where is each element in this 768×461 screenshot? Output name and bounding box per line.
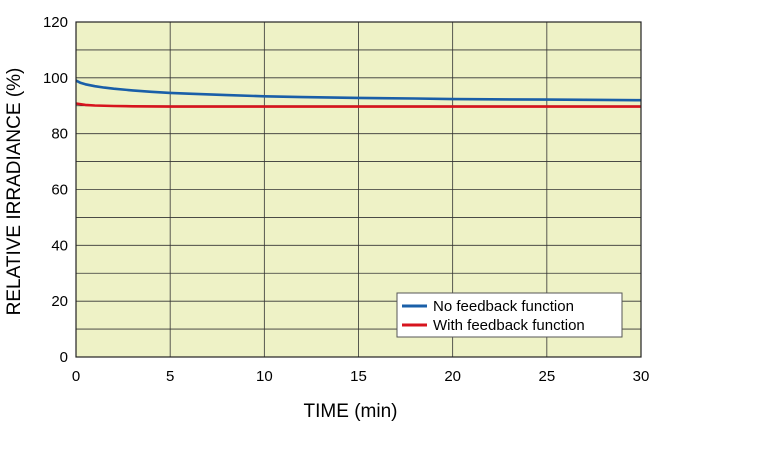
x-tick-label: 5 bbox=[166, 368, 174, 385]
x-tick-label: 0 bbox=[72, 368, 80, 385]
y-tick-label: 20 bbox=[51, 293, 68, 310]
y-tick-label: 60 bbox=[51, 182, 68, 199]
x-tick-label: 15 bbox=[350, 368, 367, 385]
legend-label-no-feedback: No feedback function bbox=[433, 298, 574, 315]
y-tick-label: 120 bbox=[43, 14, 68, 31]
y-axis-ticks: 0 20 40 60 80 100 120 bbox=[43, 14, 68, 366]
series-line-1 bbox=[75, 102, 641, 108]
plot-frame bbox=[75, 21, 642, 358]
x-tick-label: 30 bbox=[633, 368, 650, 385]
x-axis-ticks: 0 5 10 15 20 25 30 bbox=[72, 368, 650, 385]
series-layer bbox=[75, 79, 642, 108]
x-tick-label: 20 bbox=[444, 368, 461, 385]
x-axis-title: TIME (min) bbox=[304, 401, 398, 422]
y-tick-label: 80 bbox=[51, 126, 68, 143]
y-tick-label: 40 bbox=[51, 237, 68, 254]
legend: No feedback function With feedback funct… bbox=[396, 292, 623, 338]
x-tick-label: 10 bbox=[256, 368, 273, 385]
legend-box bbox=[396, 292, 623, 338]
y-tick-label: 0 bbox=[60, 349, 68, 366]
legend-label-with-feedback: With feedback function bbox=[433, 317, 585, 334]
y-tick-label: 100 bbox=[43, 70, 68, 87]
y-axis-title: RELATIVE IRRADIANCE (%) bbox=[4, 68, 25, 316]
x-tick-label: 25 bbox=[538, 368, 555, 385]
series-line-0 bbox=[75, 79, 642, 102]
